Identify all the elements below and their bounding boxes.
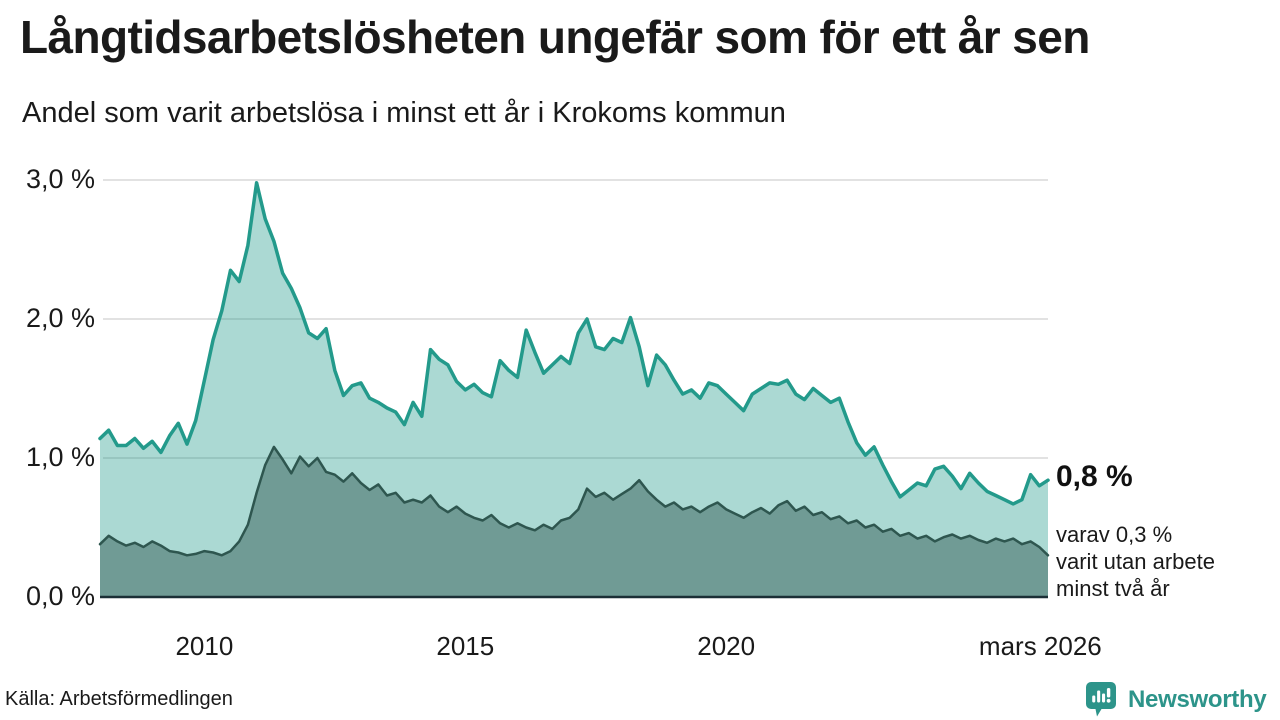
line-unemployed-two-years <box>98 445 1050 557</box>
area-unemployed-two-years <box>100 446 1048 597</box>
page-title: Långtidsarbetslösheten ungefär som för e… <box>20 11 1090 63</box>
source-attribution: Källa: Arbetsförmedlingen <box>5 688 233 710</box>
x-axis-label: mars 2026 <box>978 631 1102 661</box>
y-axis-label: 0,0 % <box>25 581 95 611</box>
area-unemployed-one-year <box>100 182 1048 598</box>
brand-name: Newsworthy <box>1128 685 1267 713</box>
latest-value-note: varav 0,3 % varit utan arbete minst två … <box>1056 522 1215 601</box>
line-unemployed-one-year <box>98 181 1050 506</box>
newsworthy-logo: Newsworthy <box>1086 682 1267 717</box>
x-axis-label: 2015 <box>436 631 495 661</box>
x-axis-label: 2020 <box>697 631 756 661</box>
y-axis-label: 1,0 % <box>25 442 95 472</box>
y-axis-label: 3,0 % <box>25 164 95 194</box>
x-axis-label: 2010 <box>175 631 234 661</box>
y-axis-label: 2,0 % <box>25 303 95 333</box>
newsworthy-icon <box>1086 682 1116 717</box>
chart-subtitle: Andel som varit arbetslösa i minst ett å… <box>22 97 786 129</box>
latest-value-label: 0,8 % <box>1056 460 1133 493</box>
